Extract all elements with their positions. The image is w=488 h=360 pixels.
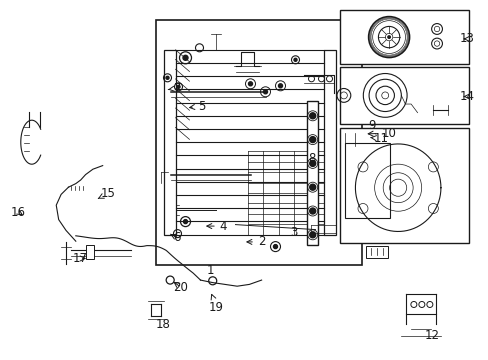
Circle shape — [273, 244, 277, 249]
Bar — [339, 67, 468, 124]
Text: 4: 4 — [206, 220, 227, 233]
Text: 14: 14 — [459, 90, 474, 103]
Circle shape — [263, 90, 267, 94]
Text: 16: 16 — [11, 206, 26, 219]
Bar — [163, 50, 175, 235]
Bar — [86, 245, 94, 259]
Text: 1: 1 — [206, 264, 214, 276]
Text: 17: 17 — [72, 252, 87, 265]
Circle shape — [309, 113, 315, 119]
Text: 6: 6 — [170, 231, 181, 244]
Bar — [306, 101, 318, 245]
Circle shape — [183, 220, 187, 224]
Text: 15: 15 — [98, 187, 116, 200]
Text: 18: 18 — [155, 318, 170, 330]
Text: 8: 8 — [307, 152, 315, 165]
Bar — [339, 128, 468, 243]
Text: 5: 5 — [189, 100, 205, 113]
Text: 13: 13 — [459, 32, 474, 45]
Bar — [344, 143, 389, 218]
Bar — [155, 20, 361, 265]
Circle shape — [248, 82, 252, 86]
Circle shape — [387, 36, 389, 38]
Text: 20: 20 — [173, 281, 188, 294]
Text: 10: 10 — [367, 127, 395, 140]
Bar — [365, 246, 387, 258]
Circle shape — [309, 136, 315, 143]
Circle shape — [309, 208, 315, 214]
Circle shape — [278, 84, 282, 88]
Text: 11: 11 — [370, 132, 387, 145]
Circle shape — [309, 232, 315, 238]
Circle shape — [293, 58, 296, 61]
Circle shape — [165, 76, 169, 79]
Bar — [339, 10, 468, 64]
Circle shape — [177, 85, 180, 88]
Text: 2: 2 — [246, 235, 265, 248]
Circle shape — [309, 161, 315, 166]
Bar — [323, 50, 335, 235]
Text: 7: 7 — [168, 82, 181, 95]
Text: 12: 12 — [424, 329, 439, 342]
Circle shape — [183, 55, 187, 60]
Text: 3: 3 — [289, 226, 297, 239]
Circle shape — [309, 184, 315, 190]
Text: 19: 19 — [209, 294, 224, 314]
Text: 9: 9 — [367, 119, 375, 132]
